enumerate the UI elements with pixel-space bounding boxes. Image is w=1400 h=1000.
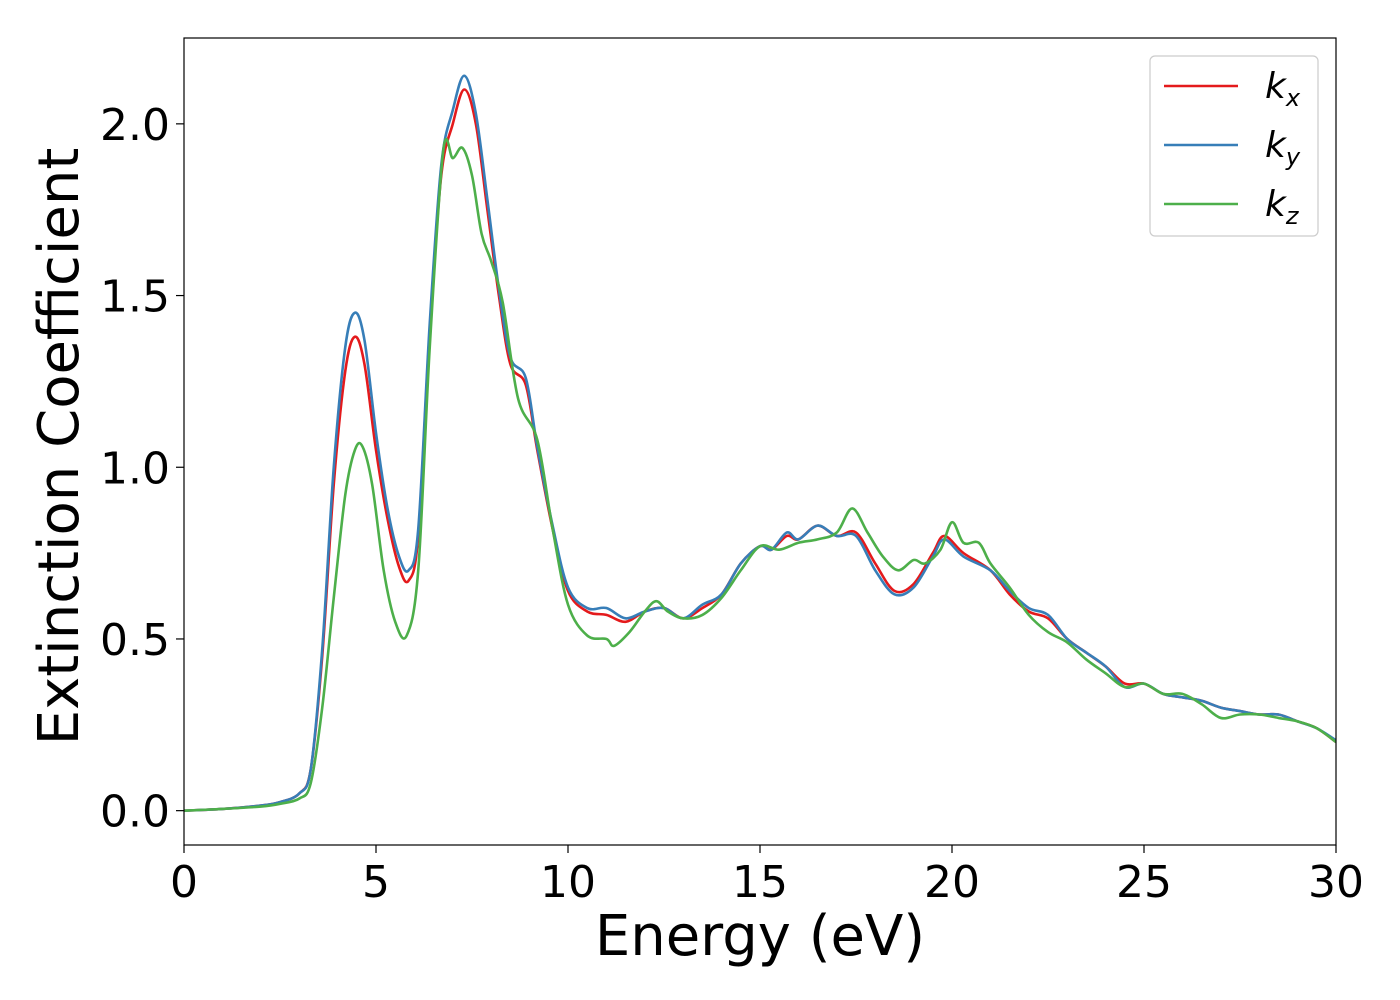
x-axis-ticks: 0 5 10 15 20 25 30 xyxy=(170,845,1364,908)
x-tick-label: 10 xyxy=(540,857,596,908)
legend-label-y: ky xyxy=(1265,125,1301,171)
x-tick-label: 5 xyxy=(362,857,390,908)
y-tick-label: 1.5 xyxy=(100,272,170,323)
y-axis-ticks: 0.0 0.5 1.0 1.5 2.0 xyxy=(100,100,184,838)
series-layer xyxy=(184,74,1336,812)
x-tick-label: 30 xyxy=(1308,857,1364,908)
y-axis-title: Extinction Coefficient xyxy=(27,148,92,746)
x-tick-label: 20 xyxy=(924,857,980,908)
y-tick-label: 2.0 xyxy=(100,100,170,151)
x-tick-label: 0 xyxy=(170,857,198,908)
legend-label-x: kx xyxy=(1265,66,1301,112)
series-line-z xyxy=(184,137,1336,812)
series-line-y xyxy=(184,74,1336,812)
y-tick-label: 0.0 xyxy=(100,787,170,838)
y-tick-label: 1.0 xyxy=(100,443,170,494)
x-tick-label: 25 xyxy=(1116,857,1172,908)
x-axis-title: Energy (eV) xyxy=(595,904,925,969)
x-tick-label: 15 xyxy=(732,857,788,908)
y-tick-label: 0.5 xyxy=(100,615,170,666)
